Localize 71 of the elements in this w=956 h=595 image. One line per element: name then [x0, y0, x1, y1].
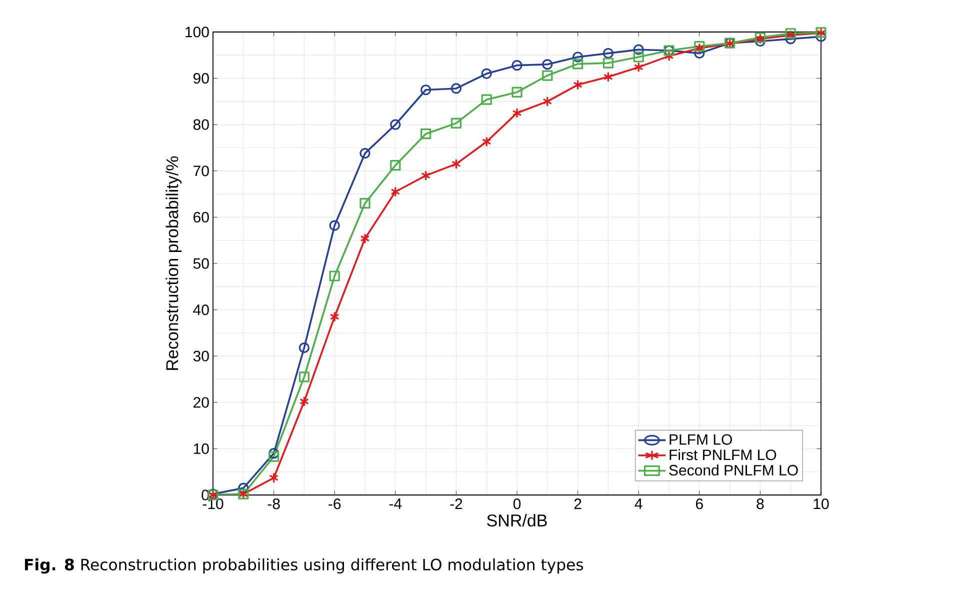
- x-tick-label: 6: [696, 498, 703, 510]
- point: [329, 220, 340, 231]
- point: [238, 482, 249, 494]
- x-tick-label: -8: [268, 498, 280, 510]
- point: [298, 342, 310, 354]
- point: [542, 70, 553, 81]
- point: [360, 233, 370, 244]
- point: [390, 160, 401, 171]
- point: [420, 84, 432, 96]
- point: [572, 58, 584, 70]
- y-tick-label: 80: [193, 119, 209, 130]
- point: [542, 96, 552, 107]
- point: [360, 148, 370, 159]
- point: [450, 118, 462, 129]
- point: [300, 396, 309, 407]
- y-tick-label: 90: [193, 72, 209, 84]
- x-tick-label: 4: [634, 498, 642, 509]
- x-tick-label: 8: [756, 498, 764, 510]
- point: [268, 451, 280, 462]
- point: [330, 311, 340, 322]
- point: [420, 128, 432, 140]
- point: [482, 136, 492, 148]
- y-tick-label: 30: [193, 350, 209, 362]
- y-tick-label: 70: [194, 166, 209, 176]
- text: Fig. 8 Reconstruction probabilities using different LO modulation types: [24, 558, 584, 574]
- x-tick-label: 2: [574, 498, 582, 510]
- x-tick-label: 0: [513, 498, 521, 510]
- point: [542, 59, 553, 70]
- point: [421, 170, 430, 181]
- legend-label: First PNLFM LO: [670, 449, 776, 460]
- y-tick-label: 40: [193, 304, 209, 316]
- point: [573, 79, 583, 90]
- x-tick-label: -2: [450, 498, 462, 510]
- legend-label: PLFM LO: [670, 434, 732, 445]
- point: [512, 86, 522, 98]
- point: [268, 448, 280, 459]
- y-tick-label: 20: [194, 397, 209, 408]
- x-axis-title: SNR/dB: [487, 514, 547, 527]
- point: [390, 119, 401, 130]
- point: [269, 472, 278, 484]
- point: [604, 72, 613, 82]
- point: [481, 94, 492, 105]
- point: [390, 186, 400, 198]
- point: [754, 36, 766, 47]
- point: [816, 31, 826, 42]
- point: [634, 62, 644, 72]
- point: [298, 372, 310, 382]
- point: [602, 58, 614, 68]
- point: [512, 108, 522, 118]
- point: [452, 158, 461, 170]
- point: [694, 48, 705, 59]
- x-tick-label: 10: [814, 498, 829, 510]
- point: [785, 34, 796, 44]
- point: [360, 198, 370, 209]
- x-tick-label: -6: [328, 498, 341, 510]
- y-tick-label: 50: [193, 258, 209, 269]
- point: [572, 52, 584, 62]
- legend-label: Second PNLFM LO: [669, 464, 798, 476]
- point: [450, 83, 462, 94]
- x-tick-label: -4: [389, 498, 402, 509]
- y-tick-label: 100: [186, 26, 209, 38]
- point: [664, 50, 674, 62]
- point: [481, 68, 492, 79]
- point: [602, 48, 614, 59]
- point: [512, 60, 522, 71]
- y-tick-label: 10: [194, 443, 209, 454]
- point: [633, 44, 644, 55]
- point: [633, 52, 644, 62]
- point: [329, 270, 340, 282]
- y-tick-label: 60: [194, 212, 209, 223]
- y-axis-title: Reconstruction probability/%: [166, 156, 182, 370]
